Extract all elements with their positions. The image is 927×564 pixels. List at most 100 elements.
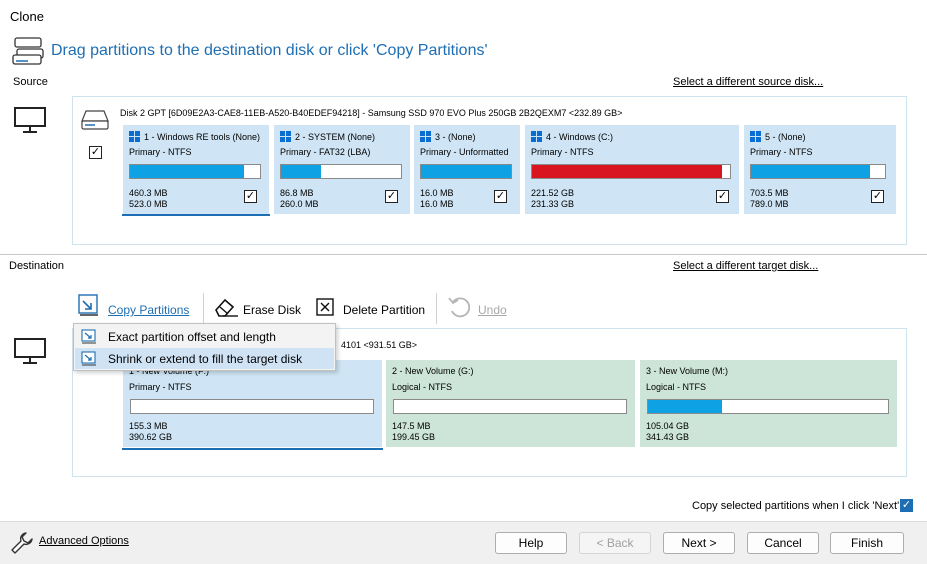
copy-partitions-menu: Exact partition offset and length Shrink… <box>73 323 336 371</box>
usage-fill <box>281 165 321 178</box>
menu-item-shrink-extend[interactable]: Shrink or extend to fill the target disk <box>75 348 334 369</box>
select-target-disk-link[interactable]: Select a different target disk... <box>673 260 819 272</box>
usage-bar <box>531 164 731 179</box>
menu-item-exact-offset[interactable]: Exact partition offset and length <box>75 326 334 347</box>
destination-partition[interactable]: 1 - New Volume (F:) Primary - NTFS 155.3… <box>123 360 382 447</box>
used-size: 460.3 MB <box>129 188 168 198</box>
next-button[interactable]: Next > <box>663 532 735 554</box>
copy-partitions-label: Copy Partitions <box>108 303 190 317</box>
toolbar-separator <box>203 293 204 324</box>
used-size: 155.3 MB <box>129 421 168 431</box>
usage-fill <box>130 165 245 178</box>
destination-partition[interactable]: 2 - New Volume (G:) Logical - NTFS 147.5… <box>386 360 635 447</box>
source-label: Source <box>13 76 48 88</box>
partition-name: 3 - (None) <box>435 132 476 142</box>
used-size: 105.04 GB <box>646 421 690 431</box>
usage-fill <box>648 400 723 413</box>
destination-disk-label: 4101 <931.51 GB> <box>341 340 418 350</box>
cancel-button[interactable]: Cancel <box>747 532 819 554</box>
delete-partition-icon <box>316 298 334 319</box>
partition-name: 4 - Windows (C:) <box>546 132 614 142</box>
usage-fill <box>751 165 871 178</box>
windows-icon <box>420 131 431 142</box>
undo-icon <box>447 294 473 323</box>
toolbar-separator <box>436 293 437 324</box>
used-size: 147.5 MB <box>392 421 431 431</box>
total-size: 231.33 GB <box>531 199 575 209</box>
usage-fill <box>532 165 723 178</box>
copy-partitions-icon <box>81 329 97 347</box>
partition-checkbox[interactable]: ✓ <box>494 190 507 203</box>
windows-icon <box>280 131 291 142</box>
back-button[interactable]: < Back <box>579 532 651 554</box>
title-bar: Clone <box>0 0 927 32</box>
used-size: 703.5 MB <box>750 188 789 198</box>
source-partition[interactable]: 3 - (None) Primary - Unformatted 16.0 MB… <box>414 125 520 214</box>
partition-type: Logical - NTFS <box>646 382 707 392</box>
selected-partition-indicator <box>122 448 383 450</box>
destination-computer-icon <box>13 337 47 368</box>
menu-item-label: Exact partition offset and length <box>108 330 276 344</box>
copy-partitions-icon <box>81 351 97 369</box>
hard-drive-icon <box>81 109 109 134</box>
partition-name: 1 - Windows RE tools (None) <box>144 132 261 142</box>
partition-checkbox[interactable]: ✓ <box>871 190 884 203</box>
partition-type: Primary - NTFS <box>129 147 192 157</box>
usage-bar <box>420 164 512 179</box>
partition-type: Logical - NTFS <box>392 382 453 392</box>
partition-name: 3 - New Volume (M:) <box>646 366 729 376</box>
windows-icon <box>531 131 542 142</box>
help-button[interactable]: Help <box>495 532 567 554</box>
partition-name: 2 - New Volume (G:) <box>392 366 474 376</box>
source-partition[interactable]: 5 - (None) Primary - NTFS 703.5 MB 789.0… <box>744 125 896 214</box>
destination-label: Destination <box>9 260 65 272</box>
partition-checkbox[interactable]: ✓ <box>385 190 398 203</box>
total-size: 390.62 GB <box>129 432 173 442</box>
total-size: 16.0 MB <box>420 199 454 209</box>
windows-icon <box>750 131 761 142</box>
advanced-options-link[interactable]: Advanced Options <box>39 535 129 547</box>
usage-fill <box>421 165 511 178</box>
copy-partitions-icon <box>77 293 101 320</box>
disk-clone-icon <box>12 36 46 66</box>
delete-partition-label: Delete Partition <box>343 303 426 317</box>
copy-selected-checkbox[interactable]: ✓ <box>900 499 913 512</box>
partition-checkbox[interactable]: ✓ <box>244 190 257 203</box>
select-source-disk-link[interactable]: Select a different source disk... <box>673 76 824 88</box>
used-size: 221.52 GB <box>531 188 575 198</box>
copy-selected-label: Copy selected partitions when I click 'N… <box>692 500 900 512</box>
total-size: 523.0 MB <box>129 199 168 209</box>
partition-name: 5 - (None) <box>765 132 806 142</box>
partition-type: Primary - NTFS <box>531 147 594 157</box>
wrench-icon <box>10 531 34 558</box>
source-partition[interactable]: 2 - SYSTEM (None) Primary - FAT32 (LBA) … <box>274 125 410 214</box>
source-partition[interactable]: 1 - Windows RE tools (None) Primary - NT… <box>123 125 269 214</box>
source-computer-icon <box>13 106 47 137</box>
partition-checkbox[interactable]: ✓ <box>716 190 729 203</box>
finish-button[interactable]: Finish <box>830 532 904 554</box>
total-size: 341.43 GB <box>646 432 690 442</box>
windows-icon <box>129 131 140 142</box>
source-disk-checkbox[interactable]: ✓ <box>89 146 102 159</box>
partition-type: Primary - Unformatted <box>420 147 509 157</box>
window-title: Clone <box>10 9 44 24</box>
source-disk-panel: Disk 2 GPT [6D09E2A3-CAE8-11EB-A520-B40E… <box>72 96 907 245</box>
selected-partition-indicator <box>122 214 270 216</box>
usage-bar <box>130 399 374 414</box>
erase-disk-label: Erase Disk <box>243 303 302 317</box>
eraser-icon <box>213 296 239 321</box>
total-size: 260.0 MB <box>280 199 319 209</box>
used-size: 16.0 MB <box>420 188 454 198</box>
partition-type: Primary - NTFS <box>129 382 192 392</box>
usage-bar <box>750 164 886 179</box>
destination-partition[interactable]: 3 - New Volume (M:) Logical - NTFS 105.0… <box>640 360 897 447</box>
menu-item-label: Shrink or extend to fill the target disk <box>108 352 303 366</box>
usage-bar <box>393 399 627 414</box>
used-size: 86.8 MB <box>280 188 314 198</box>
usage-bar <box>129 164 261 179</box>
page-title: Drag partitions to the destination disk … <box>51 42 488 59</box>
footer-bar: Advanced Options Help < Back Next > Canc… <box>0 521 927 564</box>
undo-label: Undo <box>478 303 507 317</box>
section-divider <box>0 254 927 255</box>
source-partition[interactable]: 4 - Windows (C:) Primary - NTFS 221.52 G… <box>525 125 739 214</box>
